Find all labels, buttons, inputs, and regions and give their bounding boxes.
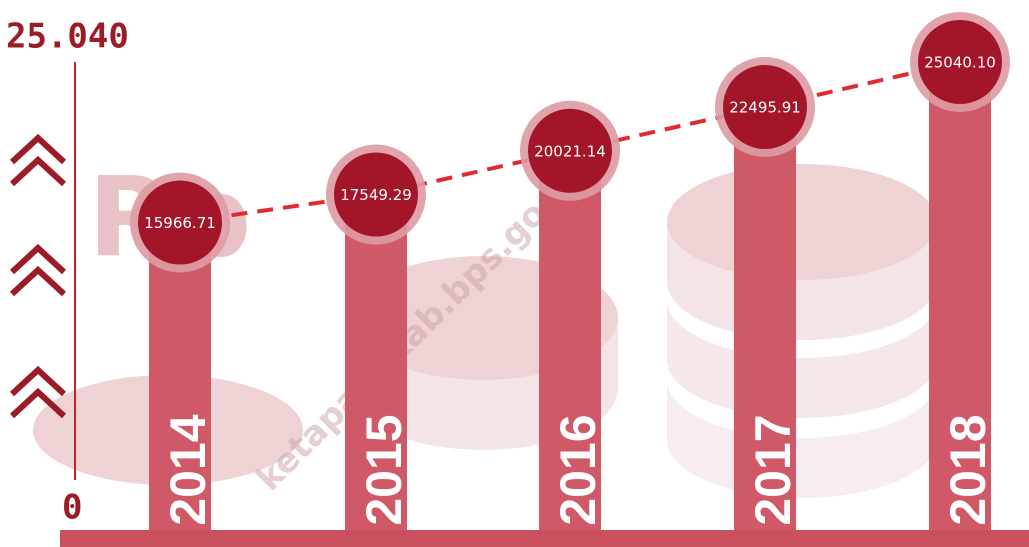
chevrons <box>12 138 64 416</box>
x-tick-label: 2017 <box>745 414 801 525</box>
chart: Rp ketapangkab.bps.go.id 025.04020142015… <box>0 0 1029 547</box>
x-tick-label: 2015 <box>356 414 412 525</box>
value-label: 17549.29 <box>340 186 412 204</box>
value-label: 15966.71 <box>144 214 216 232</box>
base-bar <box>60 530 1029 547</box>
value-label: 20021.14 <box>534 142 606 160</box>
value-label: 22495.91 <box>729 99 801 117</box>
y-tick-label: 25.040 <box>6 17 129 57</box>
y-tick-label: 0 <box>62 488 82 528</box>
value-label: 25040.10 <box>924 53 996 71</box>
x-tick-label: 2016 <box>550 414 606 525</box>
x-tick-label: 2018 <box>940 414 996 525</box>
x-tick-label: 2014 <box>160 414 216 525</box>
